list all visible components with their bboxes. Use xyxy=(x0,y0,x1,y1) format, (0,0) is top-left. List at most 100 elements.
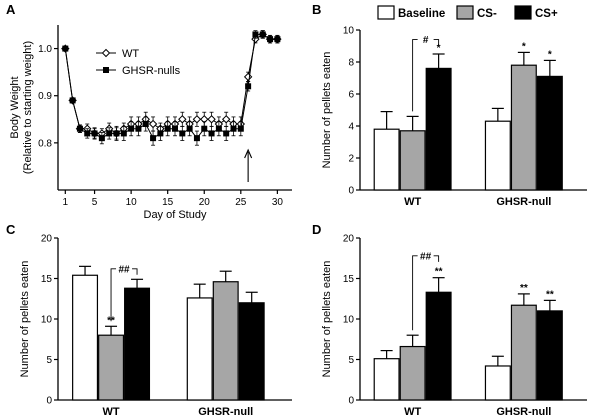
bracket-label-bg xyxy=(417,249,434,262)
data-point-wt xyxy=(148,119,158,129)
significance-mark: ** xyxy=(546,289,554,300)
y-tick-label: 0.8 xyxy=(38,138,52,149)
data-point-wt xyxy=(243,72,253,82)
y-tick-label: 20 xyxy=(343,234,355,245)
data-point-ghsr xyxy=(201,125,208,132)
category-label: GHSR-null xyxy=(198,406,253,417)
data-point-ghsr xyxy=(267,36,274,43)
bar xyxy=(484,120,511,191)
significance-mark: ** xyxy=(520,283,528,294)
bar xyxy=(124,287,151,401)
data-point-ghsr xyxy=(230,125,237,132)
data-point-ghsr xyxy=(172,125,178,132)
data-point-ghsr xyxy=(274,36,281,43)
data-point-ghsr xyxy=(113,130,120,137)
y-tick-label: 0.9 xyxy=(38,91,52,102)
panel-letter: C xyxy=(6,222,16,237)
y-tick-label: 0 xyxy=(46,396,52,407)
data-point-ghsr xyxy=(237,125,244,132)
data-point-ghsr xyxy=(157,130,164,137)
data-point-ghsr xyxy=(179,130,186,137)
panel-d: D 0 5 10 15 20 Number of pellets eaten WT ** GHSR… xyxy=(312,222,587,417)
panel-letter: A xyxy=(6,2,16,17)
legend-swatch xyxy=(377,5,395,20)
legend-marker-ghsr xyxy=(103,67,109,73)
bar xyxy=(373,358,400,401)
bar xyxy=(98,334,125,401)
y-tick-label: 15 xyxy=(41,274,53,285)
data-point-ghsr xyxy=(120,130,127,137)
y-tick-label: 20 xyxy=(41,234,53,245)
data-point-ghsr xyxy=(150,135,157,142)
x-tick-label: 15 xyxy=(162,197,174,208)
y-tick-label: 10 xyxy=(343,26,355,37)
legend-label-ghsr: GHSR-nulls xyxy=(122,65,181,77)
data-point-ghsr xyxy=(193,135,200,142)
bar xyxy=(399,345,426,401)
bar xyxy=(238,302,265,401)
bar xyxy=(425,291,452,401)
bar xyxy=(186,297,213,401)
legend-swatch xyxy=(514,5,532,20)
data-point-ghsr xyxy=(208,130,215,137)
y-axis-title-2: (Relative to starting weight) xyxy=(22,41,34,174)
x-axis-title: Day of Study xyxy=(144,209,207,221)
bracket-label: ## xyxy=(420,251,432,262)
category-label: WT xyxy=(102,406,119,417)
data-point-wt xyxy=(178,115,187,124)
panel-b: B 0 2 4 6 8 10 Number of pellets eaten WT * GHSR-n… xyxy=(312,2,587,208)
legend-swatch xyxy=(456,5,474,20)
y-tick-label: 6 xyxy=(348,90,354,101)
bracket-label-bg xyxy=(417,33,434,46)
data-point-ghsr xyxy=(142,121,149,127)
legend-label: CS- xyxy=(477,8,497,20)
x-tick-label: 20 xyxy=(199,197,211,208)
x-tick-label: 30 xyxy=(272,197,284,208)
arrow-head xyxy=(244,148,253,159)
data-point-ghsr xyxy=(91,130,98,137)
bracket-label-bg xyxy=(116,262,133,275)
bracket-label: # xyxy=(423,35,429,46)
bracket-label: ## xyxy=(118,264,130,275)
category-label: GHSR-null xyxy=(496,406,551,417)
data-point-ghsr xyxy=(98,135,105,142)
x-tick-label: 25 xyxy=(235,197,247,208)
significance-mark: * xyxy=(437,43,441,54)
y-tick-label: 15 xyxy=(343,274,355,285)
legend-label: CS+ xyxy=(535,8,558,20)
significance-mark: * xyxy=(548,49,552,60)
category-label: GHSR-null xyxy=(496,196,551,208)
data-point-ghsr xyxy=(164,125,171,132)
bar xyxy=(212,281,239,401)
y-tick-label: 2 xyxy=(348,154,354,165)
panel-letter: D xyxy=(312,222,321,237)
data-point-wt xyxy=(221,115,231,124)
data-point-ghsr xyxy=(69,97,76,104)
data-point-ghsr xyxy=(223,130,230,137)
data-point-ghsr xyxy=(84,130,91,137)
legend-label-wt: WT xyxy=(122,48,139,60)
x-tick-label: 10 xyxy=(126,197,138,208)
y-axis-title: Number of pellets eaten xyxy=(321,261,333,378)
bar xyxy=(484,365,511,401)
legend-marker-wt xyxy=(101,48,111,58)
y-tick-label: 10 xyxy=(41,315,53,326)
bar xyxy=(425,67,452,191)
y-tick-label: 0 xyxy=(348,186,354,197)
y-axis-title: Number of pellets eaten xyxy=(321,52,333,169)
data-point-wt xyxy=(207,115,216,124)
legend-label: Baseline xyxy=(398,8,445,20)
y-tick-label: 4 xyxy=(348,122,354,133)
data-point-ghsr xyxy=(62,45,69,52)
bar xyxy=(510,304,537,401)
data-point-ghsr xyxy=(106,130,113,137)
data-point-ghsr xyxy=(245,83,252,90)
bar xyxy=(373,128,400,191)
y-axis-title: Body Weight xyxy=(9,76,21,138)
y-tick-label: 0 xyxy=(348,396,354,407)
bar xyxy=(72,274,99,401)
y-axis-title: Number of pellets eaten xyxy=(19,261,31,378)
y-tick-label: 10 xyxy=(343,315,355,326)
bar xyxy=(536,310,563,401)
